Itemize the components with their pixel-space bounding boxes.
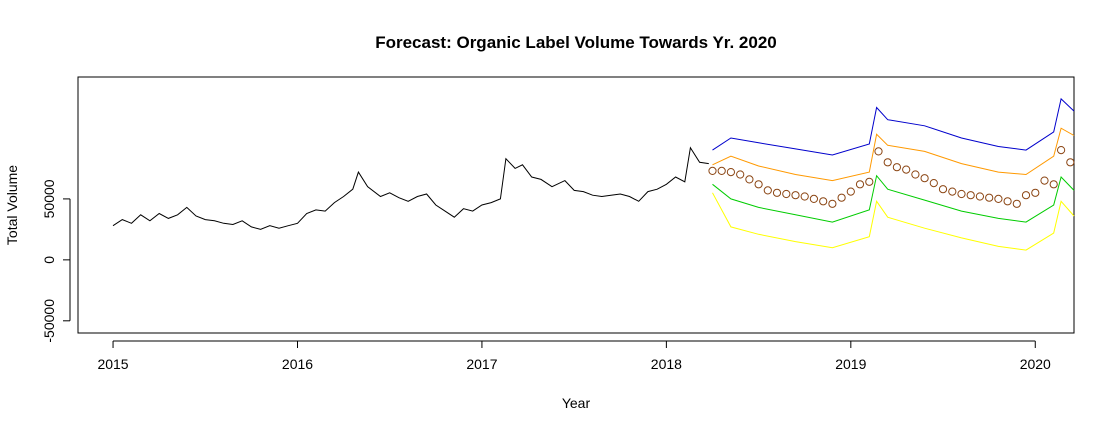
forecast-point [938,185,948,194]
forecast-point [1031,188,1040,197]
series-line-observed [112,146,709,230]
series-line-upper-80 [712,127,1075,182]
forecast-point [902,165,911,174]
y-axis-label: Total Volume [4,165,20,245]
y-axis: -50000 0 50000 [41,179,71,343]
forecast-point [763,186,772,195]
forecast-point [846,187,855,196]
forecast-point [754,180,763,189]
series-line-lower-95 [712,192,1075,251]
forecast-point [957,189,966,199]
forecast-point [726,168,736,177]
chart-title: Forecast: Organic Label Volume Towards Y… [375,33,777,52]
forecast-point [791,191,800,200]
forecast-point [874,147,883,156]
forecast-point [855,180,865,189]
forecast-point [717,166,726,175]
series-line-lower-80 [712,174,1075,223]
forecast-point [800,192,809,201]
series-line-upper-95 [712,97,1075,156]
forecast-point [1049,180,1058,189]
forecast-point [948,187,957,196]
forecast-point [828,199,837,208]
forecast-point [708,166,717,175]
forecast-point [920,174,929,183]
x-tick-label: 2018 [651,356,682,372]
y-tick-label: -50000 [41,299,57,343]
forecast-point [837,193,846,202]
x-axis: 2015 2016 2017 2018 2019 2020 [97,340,1051,372]
x-tick-label: 2017 [466,356,497,372]
forecast-point [1057,146,1066,155]
x-axis-label: Year [562,395,591,411]
forecast-point [883,158,892,167]
forecast-point [1012,199,1021,208]
forecast-point [782,189,791,199]
series-layer [112,97,1075,251]
forecast-point [1066,158,1075,167]
y-tick-label: 50000 [41,179,57,218]
forecast-point [966,191,975,200]
forecast-point [911,170,920,179]
forecast-point [975,192,985,201]
x-tick-label: 2015 [97,356,128,372]
plot-frame [77,76,1075,334]
forecast-point [1003,197,1012,206]
forecast-point [865,177,874,186]
forecast-point [819,197,828,206]
x-tick-label: 2020 [1020,356,1051,372]
y-tick-label: 0 [41,256,57,264]
x-tick-label: 2019 [835,356,866,372]
forecast-point [809,194,819,203]
forecast-point [892,163,902,172]
forecast-point [929,179,938,188]
forecast-point [772,188,782,197]
forecast-point [985,193,994,202]
forecast-point [994,194,1003,203]
forecast-point [736,170,745,179]
forecast-point [745,175,754,184]
x-tick-label: 2016 [282,356,313,372]
forecast-point [1021,191,1031,200]
forecast-point [1040,176,1049,185]
